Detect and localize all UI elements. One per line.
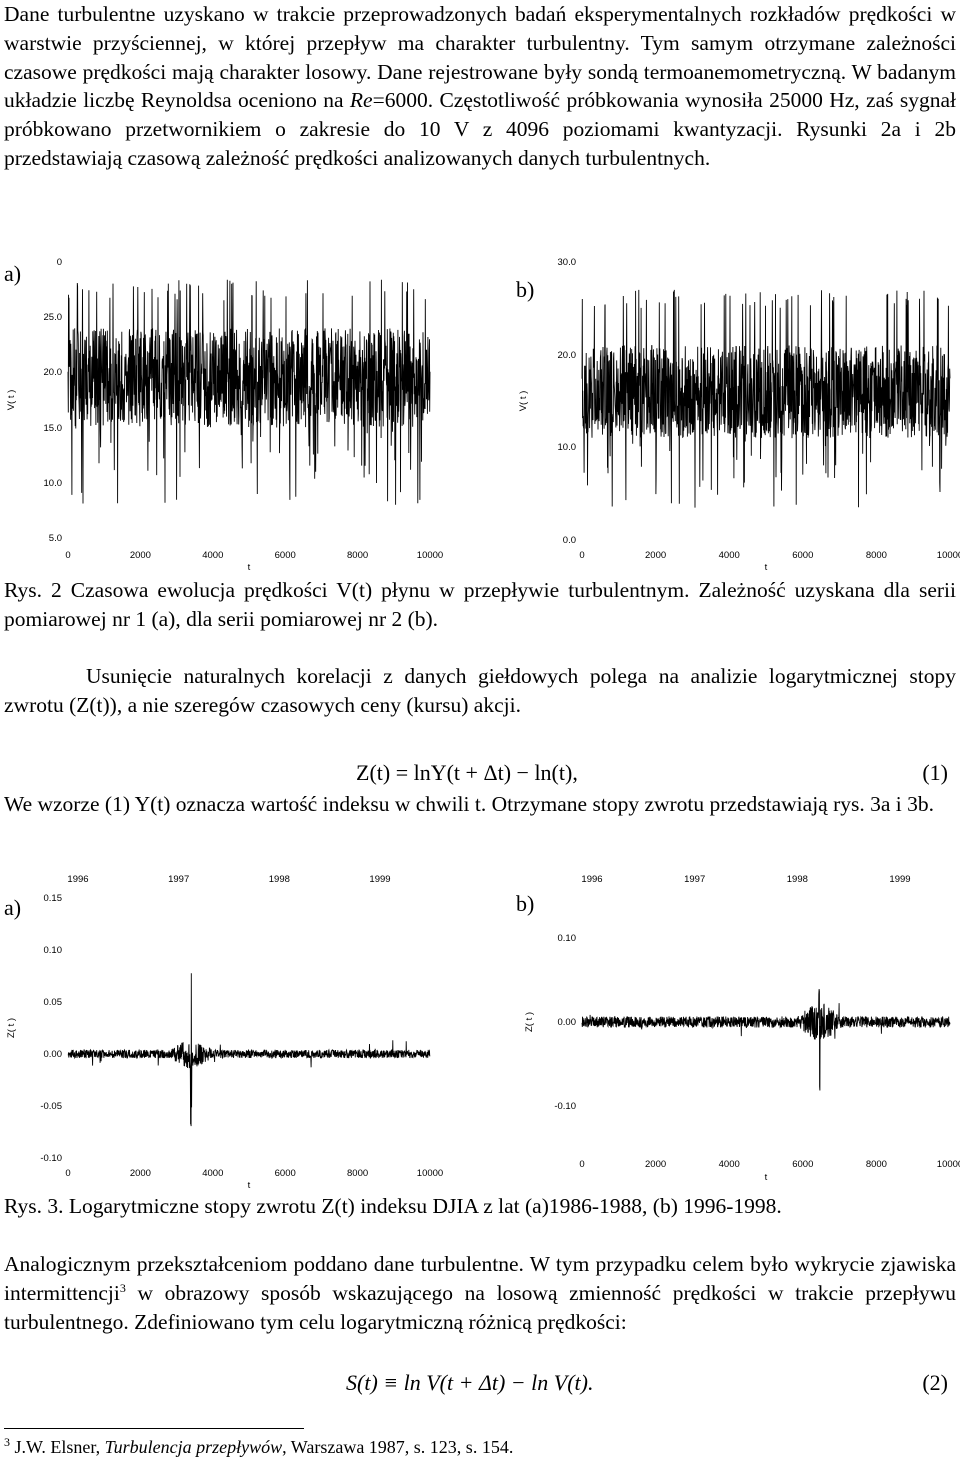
y-tick-label: 0.00 bbox=[558, 1017, 577, 1028]
figure-3: a) b) -0.10 -0.05 0.00 0.05 0.10 0.15 0 2000 400… bbox=[0, 862, 960, 1191]
top-tick-label: 1998 bbox=[269, 874, 290, 885]
top-tick-label: 1997 bbox=[168, 874, 189, 885]
x-tick-label: 0 bbox=[579, 1159, 584, 1170]
series-line bbox=[581, 989, 951, 1091]
top-tick-label: 1997 bbox=[684, 874, 705, 885]
x-tick-label: 10000 bbox=[417, 1168, 443, 1179]
x-tick-label: 2000 bbox=[130, 1168, 151, 1179]
y-tick-label: 10.0 bbox=[558, 442, 577, 453]
y-axis-label: V( t ) bbox=[518, 391, 529, 412]
x-tick-label: 10000 bbox=[937, 550, 960, 561]
equation-1: Z(t) = lnY(t + Δt) − ln(t), bbox=[356, 760, 578, 785]
x-tick-label: 10000 bbox=[417, 550, 443, 561]
x-tick-label: 6000 bbox=[792, 550, 813, 561]
figure-3-caption: Rys. 3. Logarytmiczne stopy zwrotu Z(t) … bbox=[4, 1194, 782, 1218]
footnote-rule bbox=[4, 1428, 304, 1429]
intro-paragraph: Dane turbulentne uzyskano w trakcie prze… bbox=[4, 2, 956, 170]
x-tick-label: 6000 bbox=[792, 1159, 813, 1170]
x-tick-label: 0 bbox=[579, 550, 584, 561]
x-axis-label: t bbox=[248, 562, 251, 570]
top-tick-label: 1999 bbox=[889, 874, 910, 885]
chart-21: 0.0 10.0 20.0 30.0 0 2000 4000 6000 8000 10000 t V(… bbox=[518, 257, 960, 573]
figure-3b-label: b) bbox=[516, 891, 535, 916]
equation-2-number: (2) bbox=[922, 1370, 948, 1395]
figure-3-charts: -0.10 -0.05 0.00 0.05 0.10 0.15 0 2000 4000 6000 8… bbox=[6, 874, 960, 1191]
top-tick-label: 1996 bbox=[581, 874, 602, 885]
figure-2a-label: a) bbox=[4, 261, 22, 286]
y-tick-label: 0.10 bbox=[44, 945, 63, 956]
paragraph-2: Usunięcie naturalnych korelacji z danych… bbox=[4, 664, 956, 717]
chart-30: -0.10 -0.05 0.00 0.05 0.10 0.15 0 2000 4000 6000 8… bbox=[6, 874, 443, 1191]
figure-2-charts: 5.0 10.0 15.0 20.0 25.0 0 0 2000 4000 6000 8000 100… bbox=[6, 257, 960, 573]
figure-2-caption: Rys. 2 Czasowa ewolucja prędkości V(t) p… bbox=[4, 578, 956, 631]
x-tick-label: 6000 bbox=[275, 550, 296, 561]
y-tick-label: 25.0 bbox=[44, 312, 63, 323]
x-tick-label: 0 bbox=[65, 1168, 70, 1179]
x-axis-label: t bbox=[765, 562, 768, 570]
paragraph-4: Analogicznym przekształceniom poddano da… bbox=[4, 1252, 956, 1334]
top-tick-label: 1996 bbox=[67, 874, 88, 885]
y-tick-label: 0.00 bbox=[44, 1049, 63, 1060]
x-tick-label: 0 bbox=[65, 550, 70, 561]
y-axis-label: Z( t ) bbox=[6, 1018, 17, 1038]
x-tick-label: 4000 bbox=[719, 1159, 740, 1170]
y-tick-label: 0 bbox=[57, 257, 62, 268]
y-tick-label: 20.0 bbox=[44, 367, 63, 378]
x-tick-label: 2000 bbox=[645, 1159, 666, 1170]
x-tick-label: 6000 bbox=[275, 1168, 296, 1179]
y-tick-label: 0.05 bbox=[44, 997, 63, 1008]
y-tick-label: 0.0 bbox=[563, 535, 576, 546]
y-tick-label: 30.0 bbox=[558, 257, 577, 268]
equation-1-number: (1) bbox=[922, 760, 948, 785]
y-axis-label: V( t ) bbox=[6, 390, 17, 411]
y-tick-label: 20.0 bbox=[558, 350, 577, 361]
y-tick-label: 15.0 bbox=[44, 423, 63, 434]
y-axis-label: Z( t ) bbox=[524, 1012, 535, 1032]
y-tick-label: 0.15 bbox=[44, 893, 63, 904]
x-tick-label: 8000 bbox=[866, 1159, 887, 1170]
equation-2: S(t) ≡ ln V(t + Δt) − ln V(t). bbox=[346, 1370, 594, 1395]
chart-31: -0.10 0.00 0.10 0 2000 4000 6000 8000 10000 1996 1… bbox=[524, 874, 960, 1183]
y-tick-label: 10.0 bbox=[44, 478, 63, 489]
x-tick-label: 10000 bbox=[937, 1159, 960, 1170]
x-tick-label: 4000 bbox=[202, 1168, 223, 1179]
top-tick-label: 1998 bbox=[787, 874, 808, 885]
x-tick-label: 8000 bbox=[866, 550, 887, 561]
x-tick-label: 8000 bbox=[347, 550, 368, 561]
x-tick-label: 2000 bbox=[130, 550, 151, 561]
y-tick-label: -0.10 bbox=[40, 1153, 62, 1164]
x-axis-label: t bbox=[248, 1180, 251, 1188]
y-tick-label: 0.10 bbox=[558, 933, 577, 944]
x-tick-label: 4000 bbox=[719, 550, 740, 561]
series-line bbox=[581, 289, 951, 508]
figure-2: a) b) 5.0 10.0 15.0 20.0 25.0 0 0 2000 4000 6000 8… bbox=[0, 240, 960, 573]
series-line bbox=[67, 279, 431, 505]
top-tick-label: 1999 bbox=[369, 874, 390, 885]
footnote: 3 J.W. Elsner, Turbulencja przepływów, W… bbox=[4, 1435, 514, 1457]
x-tick-label: 4000 bbox=[202, 550, 223, 561]
y-tick-label: -0.10 bbox=[554, 1101, 576, 1112]
x-tick-label: 8000 bbox=[347, 1168, 368, 1179]
y-tick-label: 5.0 bbox=[49, 533, 62, 544]
x-axis-label: t bbox=[765, 1172, 768, 1183]
figure-2b-label: b) bbox=[516, 277, 535, 302]
x-tick-label: 2000 bbox=[645, 550, 666, 561]
figure-3a-label: a) bbox=[4, 895, 22, 920]
footnote-ref: 3 bbox=[119, 1280, 126, 1295]
paragraph-3: We wzorze (1) Y(t) oznacza wartość indek… bbox=[4, 792, 935, 816]
y-tick-label: -0.05 bbox=[40, 1101, 62, 1112]
series-line bbox=[67, 973, 431, 1127]
chart-20: 5.0 10.0 15.0 20.0 25.0 0 0 2000 4000 6000 8000 100… bbox=[6, 257, 443, 573]
